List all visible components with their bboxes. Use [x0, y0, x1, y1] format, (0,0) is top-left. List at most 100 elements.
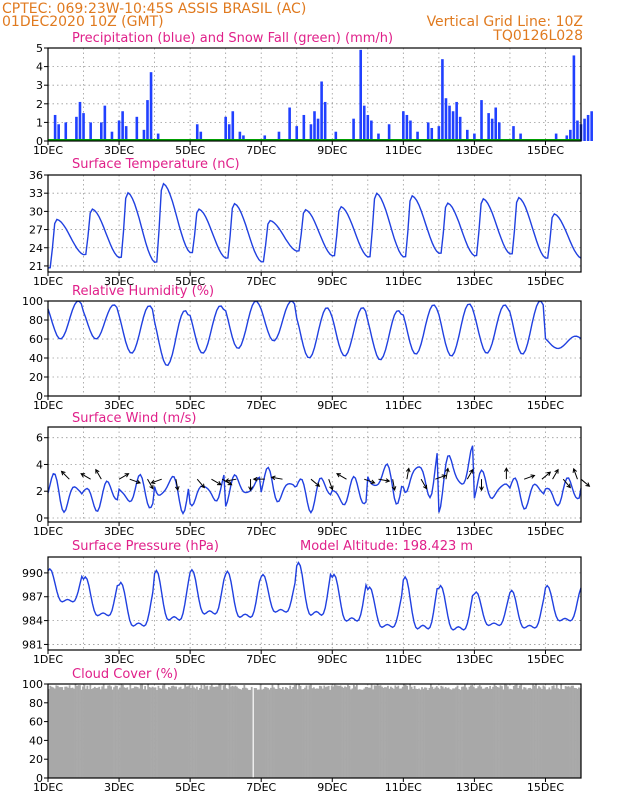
y-tick-label: 36 — [29, 169, 43, 182]
cloud-bar — [357, 689, 360, 778]
cloud-bar — [355, 684, 358, 778]
precip-bar — [444, 98, 448, 141]
cloud-bar — [284, 687, 287, 778]
precip-bar — [121, 111, 124, 141]
cloud-bar — [441, 686, 444, 778]
cloud-bar — [286, 687, 289, 778]
x-tick-label: 11DEC — [385, 144, 422, 157]
cloud-bar — [379, 685, 382, 778]
cloud-bar — [276, 689, 278, 778]
cloud-bar — [136, 687, 139, 778]
cloud-bar — [199, 688, 201, 778]
cloud-bar — [554, 688, 557, 778]
cloud-bar — [489, 685, 491, 778]
precip-bar — [288, 107, 291, 141]
x-tick-label: 11DEC — [385, 653, 422, 666]
y-tick-label: 100 — [22, 295, 43, 308]
cloud-bar — [323, 685, 326, 778]
y-tick-label: 60 — [29, 716, 43, 729]
cloud-bar — [56, 685, 59, 778]
cloud-bar — [487, 688, 490, 778]
wind-arrow — [270, 475, 283, 481]
cloud-bar — [449, 689, 452, 778]
cloud-bar — [147, 684, 149, 778]
cloud-bar — [512, 686, 515, 778]
cloud-bar — [342, 687, 345, 778]
wind-arrow — [580, 478, 591, 487]
cloud-bar — [170, 686, 173, 778]
panel-subtitle: Model Altitude: 198.423 m — [300, 539, 473, 554]
cloud-bar — [552, 685, 555, 778]
cloud-bar — [335, 685, 338, 778]
x-tick-label: 9DEC — [317, 525, 347, 538]
precip-bar — [117, 120, 121, 141]
cloud-bar — [67, 687, 70, 778]
cloud-bar — [549, 689, 552, 778]
cloud-bar — [144, 686, 147, 778]
precip-bar — [455, 101, 458, 141]
cloud-bar — [317, 688, 320, 778]
x-tick-label: 11DEC — [385, 781, 422, 794]
cloud-bar — [446, 688, 449, 778]
cloud-bar — [422, 688, 425, 778]
cloud-bar — [478, 685, 481, 778]
cloud-bar — [378, 685, 380, 778]
x-tick-label: 3DEC — [104, 653, 134, 666]
cloud-bar — [52, 687, 55, 778]
wind-arrow — [562, 478, 571, 489]
cloud-bar — [305, 685, 308, 778]
wind-arrow — [391, 479, 397, 492]
cloud-bar — [440, 685, 443, 778]
precip-bar — [387, 124, 391, 141]
wind-arrow — [504, 467, 509, 480]
x-tick-label: 9DEC — [317, 144, 347, 157]
cloud-bar — [169, 687, 172, 778]
cloud-bar — [427, 690, 429, 778]
cloud-bar — [404, 684, 407, 778]
cloud-bar — [53, 688, 56, 778]
cloud-bar — [163, 684, 166, 778]
precip-bar — [362, 105, 366, 141]
cloud-bar — [111, 689, 114, 778]
cloud-bar — [315, 688, 318, 778]
wind-arrow — [129, 478, 142, 485]
precip-bar — [100, 122, 103, 141]
cloud-bar — [204, 686, 207, 778]
cloud-bar — [127, 689, 130, 778]
wind-arrow — [118, 473, 130, 480]
cloud-bar — [524, 687, 527, 778]
panel-5: 981 984 987 990 1DEC 3DEC 5DEC 7DEC 9DEC 11DEC 13D… — [22, 539, 582, 666]
cloud-bar — [244, 687, 247, 778]
cloud-bar — [148, 687, 151, 778]
cloud-bar — [196, 686, 198, 778]
cloud-bar — [548, 687, 551, 778]
precip-bar — [405, 114, 409, 141]
cloud-bar — [139, 684, 142, 778]
cloud-bar — [345, 687, 348, 778]
cloud-bar — [73, 688, 75, 778]
cloud-bar — [518, 685, 521, 778]
cloud-bar — [238, 688, 241, 778]
cloud-bar — [280, 688, 283, 778]
humidity-line — [47, 300, 582, 367]
wind-arrow — [466, 468, 474, 480]
precip-bar — [377, 133, 380, 141]
cloud-bar — [264, 687, 266, 778]
cloud-bar — [129, 684, 132, 778]
x-tick-label: 3DEC — [104, 399, 134, 412]
panel-border — [47, 300, 582, 397]
wind-arrow — [95, 468, 102, 480]
cloud-bar — [105, 688, 108, 778]
cloud-bar — [484, 687, 487, 778]
cloud-bar — [370, 684, 373, 778]
cloud-bar — [569, 687, 571, 778]
precip-bar — [480, 100, 483, 141]
cloud-bar — [483, 688, 486, 778]
y-tick-label: 6 — [36, 432, 43, 445]
cloud-bar — [434, 687, 437, 778]
y-tick-label: 100 — [22, 678, 43, 691]
cloud-bar — [222, 685, 225, 778]
panel-title: Relative Humidity (%) — [72, 284, 214, 299]
cloud-bar — [416, 688, 419, 778]
cloud-bar — [546, 689, 549, 778]
